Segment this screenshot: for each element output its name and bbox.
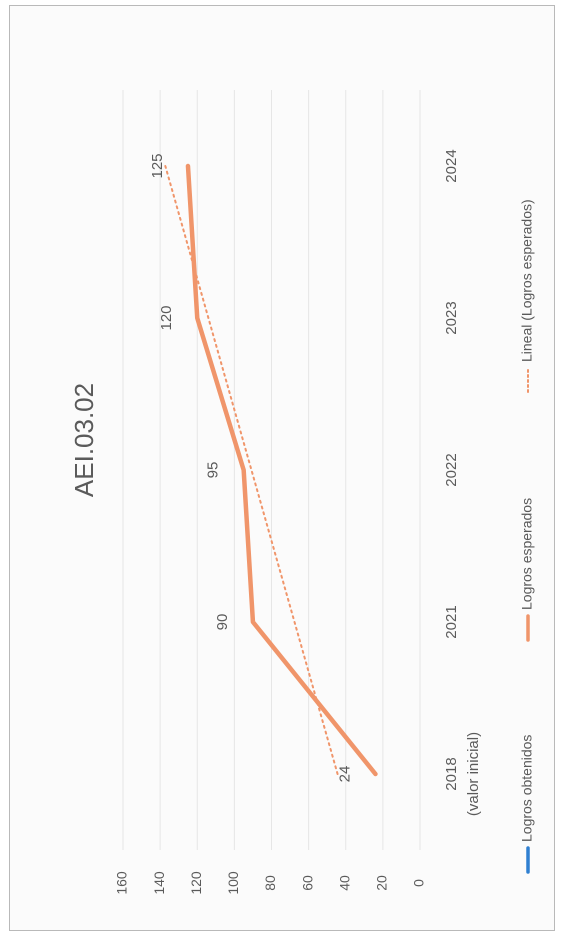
y-tick-label: 140 xyxy=(151,871,167,895)
series-line-logros-esperados xyxy=(185,163,378,777)
data-label: 90 xyxy=(214,614,231,631)
chart-frame xyxy=(9,5,555,931)
x-tick-label: (valor inicial) xyxy=(465,732,482,816)
trendline-lineal-logros-esperados xyxy=(164,165,339,775)
legend-item: Logros obtenidos xyxy=(519,735,535,874)
title-layer: AEI.03.02 xyxy=(69,383,99,497)
data-label: 125 xyxy=(149,153,166,178)
chart-title: AEI.03.02 xyxy=(69,383,99,497)
x-tick-label: 2024 xyxy=(443,149,460,182)
y-tick-label: 160 xyxy=(114,871,130,895)
legend-label: Logros esperados xyxy=(519,498,535,610)
y-tick-label: 100 xyxy=(225,871,241,895)
data-label: 120 xyxy=(158,305,175,330)
x-tick-label: 2021 xyxy=(443,605,460,638)
legend: Logros obtenidos Logros esperados Lineal (… xyxy=(519,199,535,874)
y-tick-label: 80 xyxy=(262,875,278,891)
y-tick-label: 120 xyxy=(188,871,204,895)
x-tick-label: 2022 xyxy=(443,453,460,486)
x-tick-label: 2018 xyxy=(443,757,460,790)
y-axis-ticks: 0 20 40 60 80 100 120 140 160 xyxy=(114,871,427,895)
grid-layer xyxy=(122,90,421,850)
x-axis-ticks: 2018 (valor inicial) 2021 2022 2023 2024 xyxy=(443,149,482,816)
y-tick-label: 20 xyxy=(374,875,390,891)
legend-item: Logros esperados xyxy=(519,498,535,642)
trendline-layer xyxy=(164,165,339,775)
data-labels-layer: 24 90 95 120 125 xyxy=(149,153,353,782)
series-layer xyxy=(185,163,378,777)
legend-label: Logros obtenidos xyxy=(519,735,535,842)
y-tick-label: 0 xyxy=(411,879,427,887)
data-label: 24 xyxy=(336,766,353,783)
legend-item: Lineal (Logros esperados) xyxy=(519,199,535,393)
y-tick-label: 60 xyxy=(299,875,315,891)
legend-label: Lineal (Logros esperados) xyxy=(519,199,535,362)
data-label: 95 xyxy=(205,462,222,479)
y-tick-label: 40 xyxy=(336,875,352,891)
x-tick-label: 2023 xyxy=(443,301,460,334)
